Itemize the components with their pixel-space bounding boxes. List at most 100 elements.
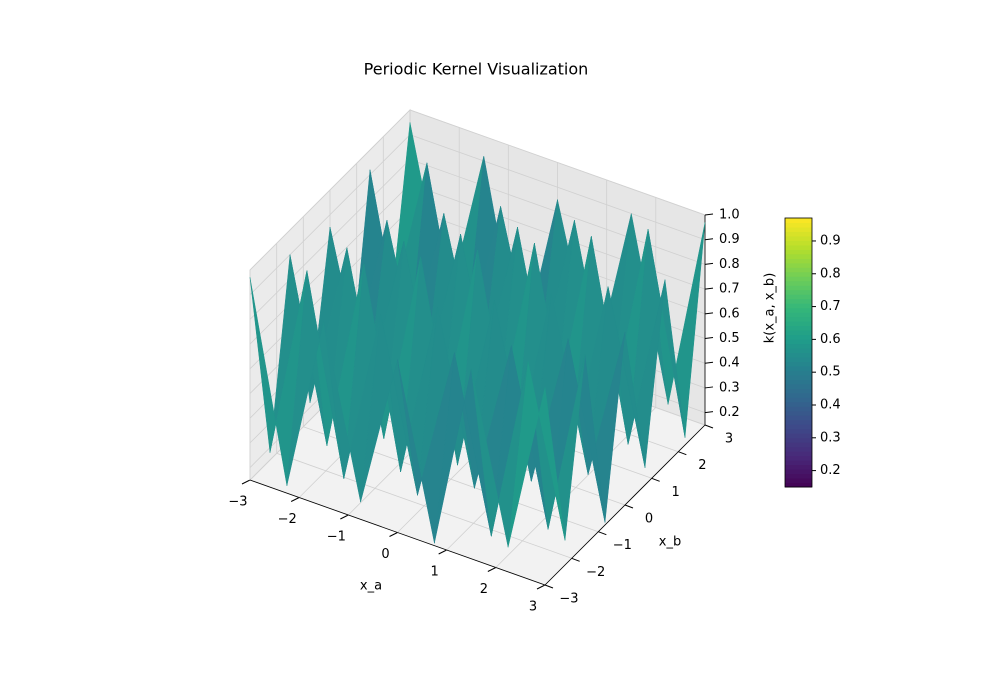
y-tick (544, 584, 554, 589)
colorbar-segment (785, 455, 812, 461)
z-tick (704, 361, 714, 364)
colorbar-segment (785, 406, 812, 412)
colorbar-segment (785, 298, 812, 304)
x-tick-label: 0 (381, 547, 389, 562)
colorbar-segment (785, 258, 812, 264)
y-tick-label: 2 (698, 458, 706, 473)
colorbar-segment (785, 339, 812, 345)
colorbar-tick-label: 0.2 (820, 463, 841, 478)
y-tick-label: −1 (613, 538, 632, 553)
colorbar-segment (785, 419, 812, 425)
x-tick-label: −3 (228, 495, 247, 510)
colorbar-segment (785, 473, 812, 479)
colorbar-segment (785, 352, 812, 358)
z-tick-label: 0.6 (719, 306, 740, 321)
z-tick-label: 0.3 (719, 380, 740, 395)
colorbar-segment (785, 343, 812, 349)
z-tick (704, 386, 714, 389)
y-tick-label: 1 (672, 485, 680, 500)
colorbar-segment (785, 334, 812, 340)
y-tick (571, 557, 580, 562)
colorbar-tick-label: 0.8 (820, 266, 841, 281)
y-tick (624, 504, 634, 509)
z-tick (704, 411, 714, 414)
colorbar-segment (785, 325, 812, 331)
colorbar-tick-label: 0.4 (820, 397, 841, 412)
colorbar-segment (785, 348, 812, 353)
x-axis-line (249, 479, 546, 586)
x-tick-label: −2 (278, 512, 297, 527)
z-tick-label: 0.9 (719, 232, 740, 247)
x-tick (389, 532, 398, 537)
z-tick (704, 238, 714, 241)
x-tick (438, 549, 447, 555)
y-tick-label: −2 (586, 565, 605, 580)
z-tick-label: 0.7 (719, 282, 740, 297)
colorbar-segment (785, 379, 812, 385)
colorbar-segment (785, 374, 812, 380)
colorbar-tick-label: 0.5 (820, 365, 841, 380)
colorbar-segment (785, 446, 812, 452)
z-tick (704, 287, 714, 290)
colorbar-segment (785, 433, 812, 439)
colorbar-segment (785, 294, 812, 300)
colorbar-segment (785, 388, 812, 394)
colorbar-segment (785, 244, 812, 250)
colorbar-segment (785, 231, 812, 237)
colorbar-segment (785, 235, 812, 241)
colorbar-segment (785, 464, 812, 470)
y-tick (678, 451, 687, 456)
colorbar-segment (785, 401, 812, 407)
colorbar-segment (785, 271, 812, 277)
colorbar-segment (785, 289, 812, 295)
x-tick (340, 514, 349, 520)
colorbar-segment (785, 428, 812, 434)
z-tick-label: 1.0 (719, 208, 740, 223)
z-tick-label: 0.4 (719, 356, 740, 371)
colorbar-segment (785, 415, 812, 421)
colorbar-frame (784, 217, 813, 488)
colorbar-segment (785, 356, 812, 362)
colorbar-segment (785, 451, 812, 457)
x-tick (290, 497, 300, 502)
chart-title: Periodic Kernel Visualization (364, 60, 589, 79)
z-tick (704, 312, 714, 315)
colorbar-segment (785, 424, 812, 430)
x-tick-label: 3 (529, 600, 537, 615)
colorbar-segment (785, 285, 812, 291)
colorbar-segment (785, 262, 812, 268)
z-tick (704, 337, 714, 340)
colorbar-segment (785, 397, 812, 403)
x-tick-label: 2 (480, 582, 488, 597)
z-tick (704, 262, 714, 265)
x-tick (487, 567, 497, 572)
colorbar-segment (785, 442, 812, 448)
colorbar-segment (785, 392, 812, 398)
colorbar-segment (785, 222, 812, 228)
colorbar-tick-label: 0.9 (820, 233, 841, 248)
colorbar-segment (785, 410, 812, 416)
x-tick-label: −1 (327, 530, 346, 545)
colorbar-tick-label: 0.6 (820, 332, 841, 347)
colorbar-segment (785, 307, 812, 313)
colorbar-segment (785, 478, 812, 484)
surface-patch (507, 361, 566, 548)
colorbar-segment (785, 383, 812, 389)
colorbar-segment (785, 330, 812, 336)
x-tick (241, 479, 251, 485)
colorbar-segment (785, 361, 812, 367)
z-axis-label: k(x_a, x_b) (763, 273, 778, 344)
colorbar-segment (785, 482, 812, 488)
colorbar-segment (785, 240, 812, 246)
colorbar-tick-label: 0.7 (820, 299, 841, 314)
x-tick (536, 584, 546, 590)
x-axis-label: x_a (360, 579, 382, 594)
colorbar-segment (785, 249, 812, 255)
colorbar-segment (785, 218, 812, 223)
colorbar-segment (785, 276, 812, 282)
colorbar-segment (785, 226, 812, 232)
colorbar-segment (785, 253, 812, 259)
grid-line (276, 243, 572, 559)
y-tick-label: 0 (645, 512, 653, 527)
colorbar-segment (785, 267, 812, 273)
